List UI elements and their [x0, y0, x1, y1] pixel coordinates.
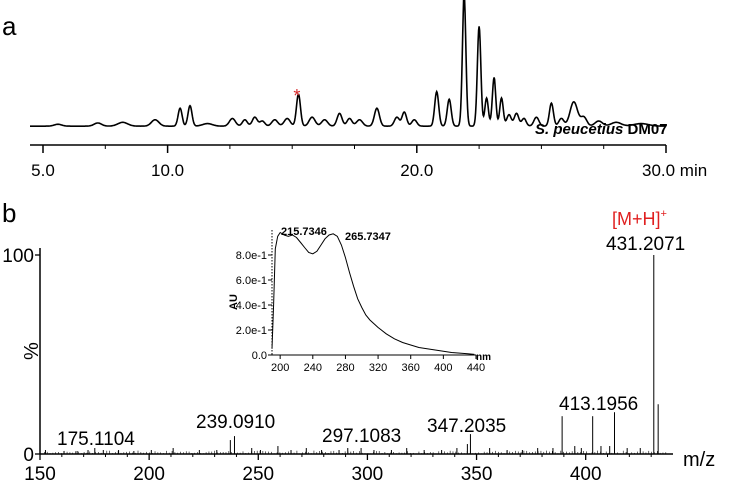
chromatogram-x-tick-label: 5.0 [31, 161, 55, 180]
adduct-label: [M+H]+ [612, 208, 667, 229]
panel-label-a: a [2, 11, 17, 41]
uv-y-tick-label: 6.0e-1 [236, 275, 267, 287]
ms-peak-label: 175.1104 [57, 429, 135, 450]
sample-label-species: S. peucetius [535, 121, 623, 138]
uv-x-label: nm [476, 352, 491, 363]
uv-y-tick-label: 2.0e-1 [236, 325, 267, 337]
ms-x-label: m/z [683, 449, 715, 471]
ms-x-tick-label: 350 [461, 464, 493, 485]
chromatogram-x-tick-label: 10.0 [151, 161, 184, 180]
uv-x-tick-label: 440 [467, 362, 485, 374]
uv-y-tick-label: 8.0e-1 [236, 250, 267, 262]
ms-peak-label: 239.0910 [196, 412, 275, 433]
ms-x-tick-label: 400 [570, 464, 602, 485]
mass-spectrum-panel: 150 200 250 300 350 400 0 100 175.1104 239.0910 2… [2, 208, 715, 485]
chromatogram-trace [30, 0, 667, 128]
ms-peak-label: 413.1956 [559, 394, 638, 415]
ms-x-tick-label: 200 [133, 464, 165, 485]
uv-max-labels: 215.7346 265.7347 [281, 226, 391, 243]
uv-x-tick-label: 320 [369, 362, 387, 374]
ms-peak-label: 431.2071 [606, 234, 685, 255]
uv-max-label: 215.7346 [281, 226, 327, 238]
uv-x-tick-label: 360 [402, 362, 420, 374]
peak-marker: * [293, 86, 300, 106]
uv-x-tick-label: 240 [304, 362, 322, 374]
ms-ticks: 150 200 250 300 350 400 0 100 [2, 246, 652, 485]
uv-y-tick-label: 0.0 [252, 350, 267, 362]
chromatogram-x-ticks: 5.0 10.0 20.0 30.0 min [31, 145, 707, 180]
uv-y-tick-label: 4.0e-1 [236, 300, 267, 312]
ms-y-label: % [21, 342, 43, 360]
ms-peak-label: 297.1083 [322, 426, 401, 447]
uv-x-tick-label: 200 [271, 362, 289, 374]
ms-peak-labels: 175.1104 239.0910 297.1083 347.2035 413.1956… [57, 234, 685, 450]
uv-x-tick-label: 280 [336, 362, 354, 374]
sample-label: S. peucetius DM07 [535, 121, 668, 138]
ms-x-tick-label: 150 [24, 464, 56, 485]
chromatogram-x-tick-label: 30.0 min [642, 161, 707, 180]
ms-peak-label: 347.2035 [427, 416, 506, 437]
adduct-label-text: [M+H] [612, 209, 661, 229]
ms-x-tick-label: 300 [352, 464, 384, 485]
uv-x-tick-label: 400 [434, 362, 452, 374]
uv-ticks: 200 240 280 320 360 400 440 0.0 2.0e-1 4.0e-1 6.0e… [236, 250, 485, 374]
adduct-label-sup: + [661, 208, 667, 220]
panel-label-b: b [2, 198, 16, 228]
ms-peaks [44, 255, 667, 454]
uv-y-label: AU [228, 294, 240, 310]
chromatogram-x-tick-label: 20.0 [400, 161, 433, 180]
ms-y-tick-label: 100 [2, 246, 34, 267]
uv-spectrum-inset: 200 240 280 320 360 400 440 0.0 2.0e-1 4.0e-1 6.0e… [228, 226, 491, 374]
ms-y-tick-label: 0 [23, 445, 34, 466]
uv-max-label: 265.7347 [345, 231, 391, 243]
chromatogram-panel: * S. peucetius DM07 5.0 10.0 20.0 30.0 min [30, 0, 707, 180]
sample-label-strain: DM07 [628, 121, 668, 138]
ms-x-tick-label: 250 [242, 464, 274, 485]
uv-spectrum-trace [271, 231, 475, 355]
